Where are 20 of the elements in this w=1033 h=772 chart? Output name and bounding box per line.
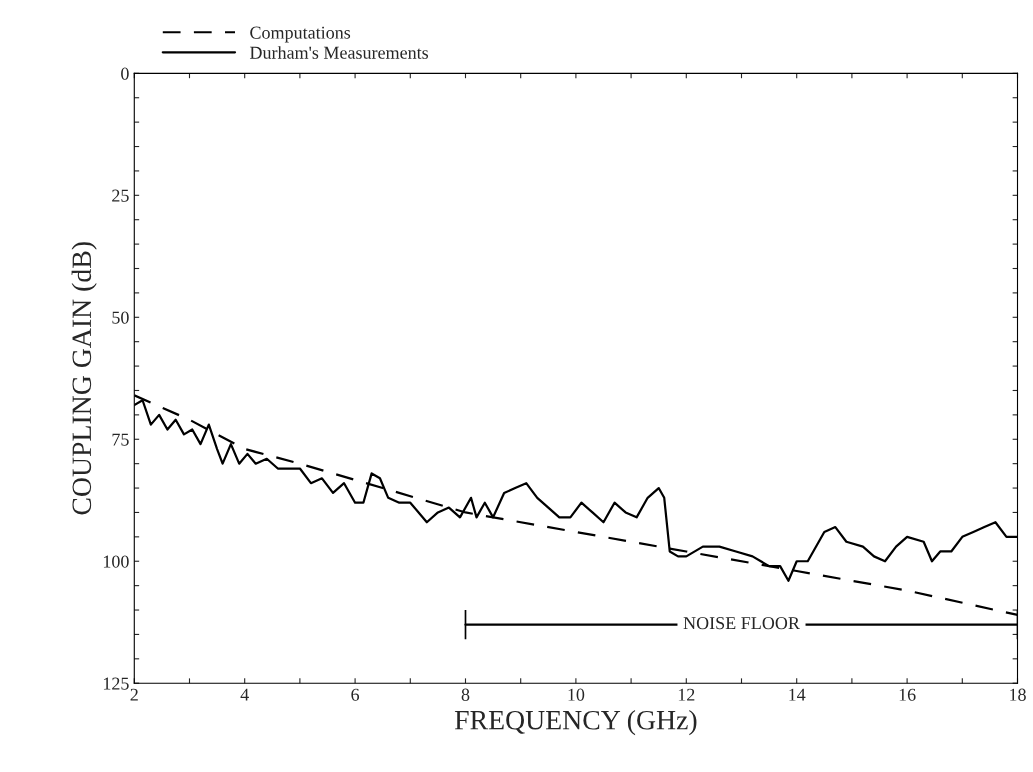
y-tick-label: 25 xyxy=(112,189,129,202)
x-tick-label: 8 xyxy=(461,688,470,701)
y-tick-label: 50 xyxy=(112,311,129,324)
x-tick-label: 14 xyxy=(789,688,806,701)
x-axis-title: FREQUENCY (GHz) xyxy=(454,710,697,736)
x-tick-label: 18 xyxy=(1010,688,1026,701)
x-tick-label: 6 xyxy=(351,688,360,701)
x-tick-label: 16 xyxy=(899,688,916,701)
y-tick-label: 100 xyxy=(103,555,129,568)
x-tick-label: 4 xyxy=(240,688,249,701)
annotation: NOISE FLOOR xyxy=(683,617,800,630)
x-tick-label: 12 xyxy=(678,688,695,701)
x-tick-label: 2 xyxy=(130,688,138,701)
y-tick-label: 125 xyxy=(103,677,129,690)
x-tick-label: 10 xyxy=(568,688,585,701)
y-axis-title: COUPLING GAIN (dB) xyxy=(71,242,97,515)
y-tick-label: 75 xyxy=(112,433,129,446)
legend-label: Computations xyxy=(250,26,351,43)
legend-label: Durham's Measurements xyxy=(249,46,429,59)
y-tick-label: 0 xyxy=(121,67,129,80)
